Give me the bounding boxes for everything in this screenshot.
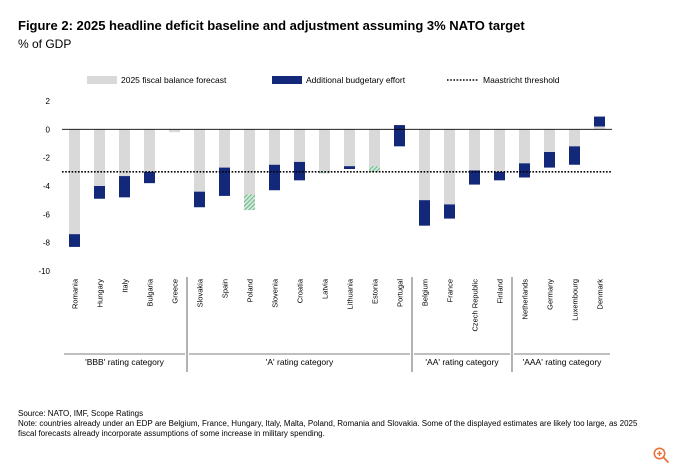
bar-baseline: [319, 129, 330, 174]
x-category-label: Germany: [546, 279, 555, 310]
x-category-label: Czech Republic: [471, 279, 480, 332]
threshold-layer: [62, 128, 612, 173]
bar-effort: [69, 234, 80, 247]
rating-group-label: 'AA' rating category: [425, 357, 499, 367]
x-category-label: Latvia: [321, 278, 330, 299]
legend-swatch-effort: [272, 76, 302, 84]
bar-effort: [494, 171, 505, 181]
y-tick-label: 2: [46, 97, 51, 106]
bar-baseline: [119, 129, 130, 177]
bars: [69, 116, 605, 247]
bar-effort: [519, 163, 530, 178]
source-block: Source: NATO, IMF, Scope Ratings Note: c…: [18, 409, 646, 439]
x-category-label: Portugal: [396, 279, 405, 307]
bar-effort: [119, 176, 130, 198]
rating-group-label: 'AAA' rating category: [523, 357, 603, 367]
bar-baseline: [269, 129, 280, 165]
y-tick-label: 0: [46, 125, 51, 134]
x-category-label: Greece: [171, 279, 180, 304]
x-category-label: Lithuania: [346, 278, 355, 309]
bar-effort: [419, 200, 430, 226]
x-category-label: Poland: [246, 279, 255, 302]
x-axis-labels: Romania Hungary Italy Bulgaria Greece Slovaki…: [71, 278, 605, 331]
x-category-label: Bulgaria: [146, 278, 155, 306]
bar-baseline: [419, 129, 430, 201]
y-tick-label: -2: [43, 154, 51, 163]
bar-baseline: [344, 129, 355, 167]
bar-effort: [244, 194, 255, 211]
bar-baseline: [294, 129, 305, 162]
bar-baseline: [569, 129, 580, 147]
y-tick-label: -6: [43, 210, 51, 219]
bar-baseline: [444, 129, 455, 205]
legend-swatch-baseline: [87, 76, 117, 84]
rating-group-label: 'A' rating category: [266, 357, 334, 367]
note-text: Note: countries already under an EDP are…: [18, 419, 638, 438]
zoom-button[interactable]: [652, 446, 670, 464]
y-axis: 2 0 -2 -4 -6 -8 -10: [38, 97, 50, 276]
legend-label-threshold: Maastricht threshold: [483, 75, 560, 85]
bar-effort: [544, 152, 555, 168]
x-category-label: Spain: [221, 279, 230, 298]
bar-baseline: [519, 129, 530, 164]
x-category-label: Luxembourg: [571, 279, 580, 321]
x-category-label: Hungary: [96, 279, 105, 308]
x-category-label: Italy: [121, 279, 130, 293]
bar-baseline: [69, 129, 80, 235]
bar-baseline: [244, 129, 255, 211]
legend: 2025 fiscal balance forecast Additional …: [87, 75, 560, 85]
bar-effort: [94, 186, 105, 199]
bar-effort: [344, 166, 355, 169]
figure-title: Figure 2: 2025 headline deficit baseline…: [18, 18, 525, 33]
x-category-label: Finland: [496, 279, 505, 304]
bar-effort: [394, 125, 405, 147]
legend-label-effort: Additional budgetary effort: [306, 75, 406, 85]
figure-subtitle: % of GDP: [18, 37, 72, 51]
bar-baseline: [94, 129, 105, 186]
bar-baseline: [369, 129, 380, 172]
bar-baseline: [544, 129, 555, 152]
y-tick-label: -8: [43, 239, 51, 248]
bar-effort: [594, 116, 605, 127]
bar-effort: [569, 146, 580, 165]
bar-baseline: [469, 129, 480, 171]
zoom-in-icon: [653, 447, 669, 463]
bar-baseline: [194, 129, 205, 192]
bar-baseline: [219, 129, 230, 168]
bar-effort: [444, 204, 455, 219]
x-category-label: Denmark: [596, 279, 605, 310]
x-category-label: Slovakia: [196, 278, 205, 307]
x-category-label: Slovenia: [271, 278, 280, 308]
bar-effort: [194, 191, 205, 208]
rating-group-label: 'BBB' rating category: [85, 357, 165, 367]
x-category-label: Estonia: [371, 278, 380, 304]
bar-effort: [269, 164, 280, 191]
source-text: Source: NATO, IMF, Scope Ratings: [18, 409, 144, 418]
x-category-label: Croatia: [296, 278, 305, 303]
bar-effort: [144, 171, 155, 184]
rating-groups: 'BBB' rating category 'A' rating category…: [64, 277, 610, 372]
x-category-label: Belgium: [421, 279, 430, 306]
legend-label-baseline: 2025 fiscal balance forecast: [121, 75, 227, 85]
bar-effort: [369, 166, 380, 172]
y-tick-label: -4: [43, 182, 51, 191]
bar-baseline: [169, 129, 180, 133]
x-category-label: Netherlands: [521, 279, 530, 320]
bar-baseline: [494, 129, 505, 172]
y-tick-label: -10: [38, 267, 50, 276]
x-category-label: France: [446, 279, 455, 302]
x-category-label: Romania: [71, 278, 80, 309]
bar-effort: [219, 167, 230, 196]
bar-baseline: [144, 129, 155, 172]
bar-effort: [469, 170, 480, 185]
